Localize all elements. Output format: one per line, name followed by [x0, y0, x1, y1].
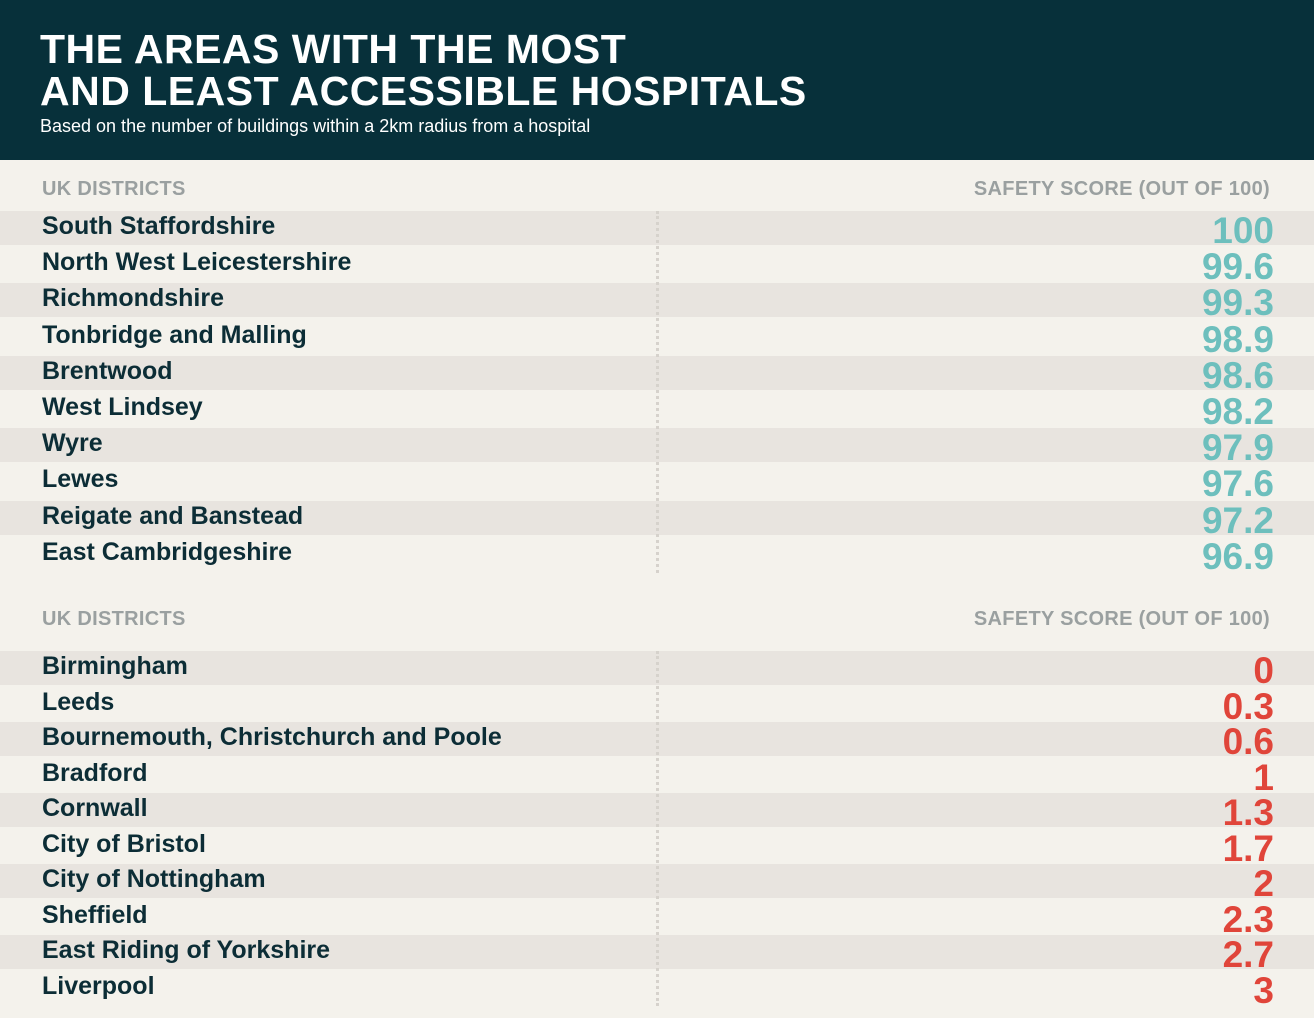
district-name: Bournemouth, Christchurch and Poole	[42, 723, 502, 751]
table-row: West Lindsey 98.2	[0, 392, 1314, 430]
district-name: North West Leicestershire	[42, 248, 352, 277]
table-row: Liverpool 3	[0, 971, 1314, 1009]
table-row: Tonbridge and Malling 98.9	[0, 320, 1314, 358]
safety-score-value: 97.2	[1201, 499, 1274, 541]
column-header-score: SAFETY SCORE (OUT OF 100)	[973, 178, 1270, 200]
district-name: East Cambridgeshire	[42, 537, 293, 566]
title-line-2: AND LEAST ACCESSIBLE HOSPITALS	[40, 68, 807, 114]
page-title: THE AREAS WITH THE MOST AND LEAST ACCESS…	[40, 28, 1040, 112]
district-name: Sheffield	[42, 900, 148, 929]
safety-score-value: 1	[1253, 756, 1274, 798]
column-header-score: SAFETY SCORE (OUT OF 100)	[973, 608, 1270, 630]
safety-score-value: 97.6	[1201, 463, 1274, 505]
safety-score-value: 98.6	[1201, 354, 1274, 396]
table-row: North West Leicestershire 99.6	[0, 247, 1314, 285]
table-row: Leeds 0.3	[0, 687, 1314, 725]
district-name: Liverpool	[42, 971, 155, 1000]
table-row: Sheffield 2.3	[0, 900, 1314, 938]
safety-score-value: 1.7	[1222, 827, 1274, 869]
header-banner: THE AREAS WITH THE MOST AND LEAST ACCESS…	[0, 0, 1314, 160]
district-name: Leeds	[42, 687, 115, 716]
column-divider	[656, 211, 659, 573]
page-subtitle: Based on the number of buildings within …	[40, 116, 591, 136]
district-name: Bradford	[42, 758, 148, 787]
table-row: City of Bristol 1.7	[0, 829, 1314, 867]
safety-score-value: 100	[1212, 210, 1274, 251]
district-name: Brentwood	[42, 356, 173, 385]
title-line-1: THE AREAS WITH THE MOST	[40, 26, 627, 72]
table-row: East Cambridgeshire 96.9	[0, 537, 1314, 575]
district-name: Cornwall	[42, 794, 148, 822]
safety-score-value: 96.9	[1201, 535, 1274, 577]
safety-score-value: 99.6	[1201, 246, 1274, 288]
column-header-districts: UK DISTRICTS	[42, 608, 186, 630]
district-name: Wyre	[42, 429, 103, 458]
safety-score-value: 98.2	[1201, 391, 1274, 432]
safety-score-value: 2.7	[1222, 934, 1274, 975]
safety-score-value: 0.6	[1222, 721, 1274, 762]
safety-score-value: 2	[1253, 863, 1274, 904]
district-name: Reigate and Banstead	[42, 501, 304, 530]
district-name: City of Bristol	[42, 829, 206, 858]
column-header-districts: UK DISTRICTS	[42, 178, 186, 200]
district-name: City of Nottingham	[42, 865, 266, 893]
most-accessible-table: South Staffordshire 100 North West Leicest…	[0, 210, 1314, 575]
district-name: West Lindsey	[42, 393, 203, 421]
district-name: South Staffordshire	[42, 212, 276, 240]
table-row: Lewes 97.6	[0, 464, 1314, 502]
least-accessible-table: Birmingham 0 Leeds 0.3 Bournemouth, Christch…	[0, 650, 1314, 1009]
column-divider	[656, 651, 659, 1006]
safety-score-value: 1.3	[1222, 792, 1274, 833]
safety-score-value: 99.3	[1201, 282, 1274, 324]
safety-score-value: 97.9	[1201, 427, 1274, 469]
safety-score-value: 0	[1253, 650, 1274, 691]
safety-score-value: 98.9	[1201, 318, 1274, 360]
district-name: Birmingham	[42, 652, 188, 680]
safety-score-value: 3	[1253, 969, 1274, 1011]
district-name: Lewes	[42, 465, 119, 494]
safety-score-value: 2.3	[1222, 898, 1274, 940]
district-name: East Riding of Yorkshire	[42, 936, 331, 964]
district-name: Richmondshire	[42, 284, 224, 313]
safety-score-value: 0.3	[1222, 685, 1274, 727]
table-row: Bradford 1	[0, 758, 1314, 796]
district-name: Tonbridge and Malling	[42, 320, 307, 349]
